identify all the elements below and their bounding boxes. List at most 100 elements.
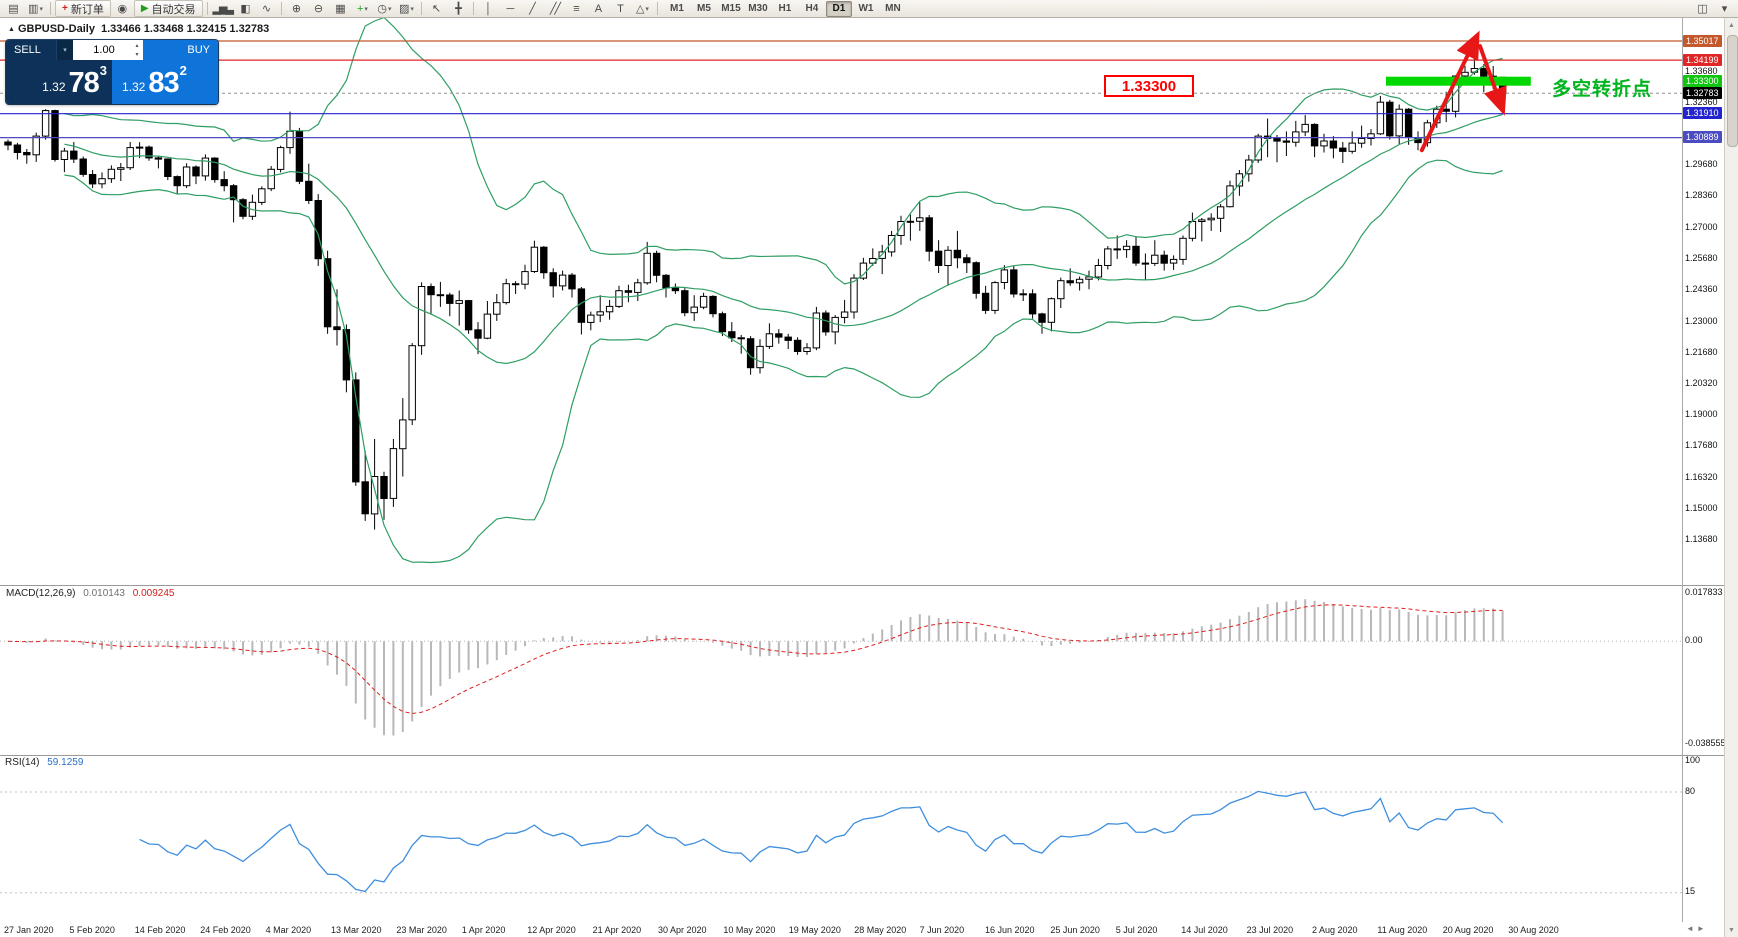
support-zone-band[interactable] (1386, 76, 1531, 86)
candle-body (944, 249, 952, 267)
indicators-icon[interactable]: + ▾ (352, 0, 373, 17)
scroll-down-button[interactable]: ▼ (1728, 926, 1735, 934)
horizontal-scroll-buttons: ◄ ► (1686, 924, 1705, 933)
sell-options-dropdown[interactable]: ▾ (56, 40, 73, 60)
candle-body (1151, 254, 1159, 264)
candle-body (991, 282, 999, 311)
chart-search-icon[interactable]: ◫ (1692, 0, 1713, 17)
buy-price[interactable]: 1.32 83 2 (112, 60, 218, 104)
candle-body (70, 150, 78, 160)
buy-button[interactable]: BUY (143, 40, 218, 60)
new-order-button[interactable]: + 新订单 (55, 0, 111, 17)
chart-marker-icon: ▲ (8, 26, 15, 33)
fibonacci-icon[interactable]: ≡ (566, 0, 587, 17)
price-tick-label: 1.29680 (1685, 159, 1718, 170)
candle-body (286, 130, 294, 149)
line-chart-icon[interactable]: ∿ (256, 0, 277, 17)
periods-icon[interactable]: ◷ ▾ (374, 0, 395, 17)
toolbar-separator (280, 2, 282, 15)
vertical-line-icon[interactable]: │ (478, 0, 499, 17)
candle-body (1085, 276, 1093, 280)
sell-price[interactable]: 1.32 78 3 (6, 60, 112, 104)
price-axis[interactable]: 1.33680 1.32360 1.29680 1.28360 1.27000 1.256… (1682, 0, 1731, 937)
up-arrow-annotation[interactable] (1419, 30, 1480, 153)
scroll-right-button[interactable]: ► (1696, 924, 1705, 933)
one-click-trading-panel: SELL ▾ ▴ ▾ BUY 1.32 78 3 1.32 83 2 (6, 40, 218, 104)
sell-price-frac: 3 (99, 63, 107, 78)
timeframe-button-w1[interactable]: W1 (858, 2, 874, 14)
timeframe-button-m1[interactable]: M1 (669, 2, 684, 14)
cursor-icon[interactable]: ↖ (426, 0, 447, 17)
toolbar-separator (50, 2, 51, 15)
candle-body (23, 152, 31, 156)
expert-advisors-icon[interactable]: ◉ (112, 0, 133, 17)
text-icon[interactable]: A (588, 0, 609, 17)
turning-point-label[interactable]: 多空转折点 (1552, 79, 1653, 100)
shapes-icon[interactable]: △ ▾ (632, 0, 653, 17)
price-line-label: 1.32783 (1683, 86, 1722, 99)
tile-windows-icon[interactable]: ▦ (330, 0, 351, 17)
timeframe-group: M1 M5 M15 M30 H1 H4 D1 W1 MN (664, 0, 906, 17)
chart-symbol: GBPUSD-Daily (17, 23, 95, 35)
zoom-out-icon[interactable]: ⊖ (308, 0, 329, 17)
candle-body (1141, 262, 1150, 265)
candle-body (1010, 269, 1018, 295)
price-tick-label: 1.15000 (1685, 502, 1718, 513)
autotrade-button[interactable]: ▶ 自动交易 (133, 0, 203, 17)
date-label: 10 May 2020 (723, 925, 776, 935)
date-label: 14 Feb 2020 (134, 925, 186, 935)
label-icon[interactable]: T (610, 0, 631, 17)
periods-icon-glyph: ◷ (377, 3, 387, 15)
lot-decrease-button[interactable]: ▾ (135, 51, 139, 58)
bollinger-upper-band (64, 16, 1503, 285)
timeframe-button-h1[interactable]: H1 (778, 2, 792, 14)
time-axis[interactable]: 27 Jan 2020 5 Feb 2020 14 Feb 2020 24 Feb 2… (0, 922, 1724, 937)
date-label: 16 Jun 2020 (985, 925, 1035, 935)
chevron-down-icon: ▾ (39, 5, 43, 13)
timeframe-button-m5[interactable]: M5 (696, 2, 711, 14)
zoom-in-icon[interactable]: ⊕ (286, 0, 307, 17)
scroll-up-button[interactable]: ▲ (1728, 21, 1735, 29)
date-label: 28 May 2020 (854, 925, 907, 935)
toolbar-separator (206, 2, 208, 15)
timeframe-button-m30[interactable]: M30 (748, 2, 768, 14)
rsi-axis-label: 100 (1685, 754, 1701, 765)
horizontal-line-icon[interactable]: ─ (500, 0, 521, 17)
down-arrow-annotation[interactable] (1478, 44, 1507, 116)
chevron-down-icon: ▾ (645, 5, 649, 13)
rsi-value: 59.1259 (47, 757, 84, 768)
sell-button[interactable]: SELL (6, 40, 56, 60)
macd-axis-label: 0.00 (1685, 634, 1703, 645)
lot-size-input[interactable] (73, 40, 143, 60)
tile-windows-icon-glyph: ▦ (335, 3, 346, 15)
scrollbar-thumb[interactable] (1727, 35, 1738, 147)
timeframe-button-d1[interactable]: D1 (825, 0, 852, 17)
candle-body (887, 235, 896, 253)
crosshair-icon[interactable]: ╋ (448, 0, 469, 17)
profiles-icon[interactable]: ▥ ▾ (25, 0, 46, 17)
trendline-icon[interactable]: ╱ (522, 0, 543, 17)
candle-body (502, 283, 510, 304)
scroll-left-button[interactable]: ◄ (1686, 924, 1694, 933)
price-level-callout[interactable]: 1.33300 (1104, 75, 1194, 97)
bar-chart-icon[interactable]: ▂▅▃ (212, 0, 234, 17)
vertical-scrollbar[interactable]: ▲ ▼ (1724, 18, 1738, 937)
candlestick-chart-icon[interactable]: ▮▯ (234, 0, 255, 17)
timeframe-button-m15[interactable]: M15 (721, 2, 741, 14)
price-tick-label: 1.16320 (1685, 471, 1718, 482)
new-chart-icon[interactable]: ▤ (3, 0, 24, 17)
price-tick-label: 1.32360 (1685, 96, 1718, 107)
candle-body (558, 274, 567, 287)
timeframe-button-h4[interactable]: H4 (805, 2, 819, 14)
lot-increase-button[interactable]: ▴ (135, 42, 139, 49)
candle-body (671, 287, 680, 292)
timeframe-button-mn[interactable]: MN (885, 2, 901, 14)
more-options-icon[interactable]: ▾ (1714, 0, 1735, 17)
templates-icon[interactable]: ▨ ▾ (396, 0, 417, 17)
candle-body (1094, 265, 1103, 278)
indicators-icon-glyph: + (356, 2, 364, 15)
channel-icon[interactable]: ╱╱ (544, 0, 565, 17)
rsi-line (139, 790, 1504, 893)
autotrade-button-label: 自动交易 (151, 3, 196, 16)
